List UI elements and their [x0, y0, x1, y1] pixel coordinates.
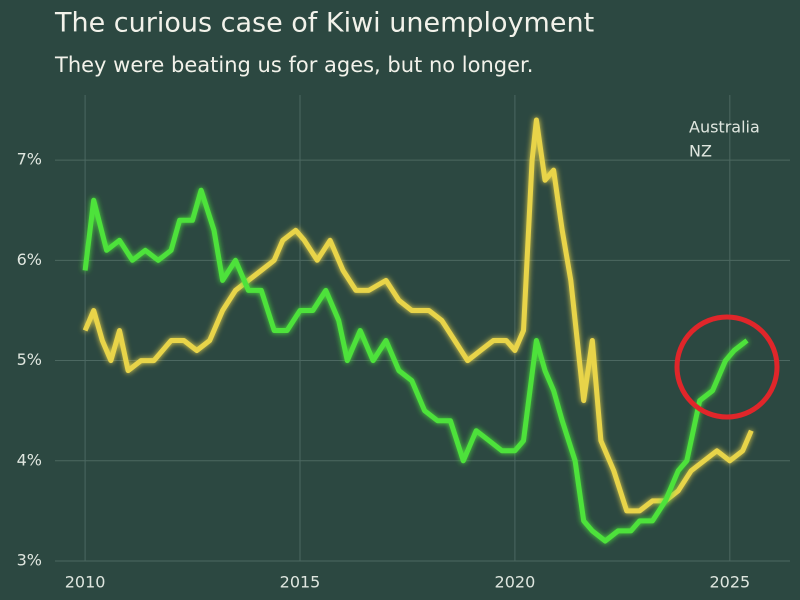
chart-subtitle: They were beating us for ages, but no lo… — [54, 53, 533, 77]
x-tick-label: 2010 — [65, 573, 106, 592]
legend-label: Australia — [689, 118, 760, 137]
chart-title: The curious case of Kiwi unemployment — [54, 8, 594, 39]
plot-area: 3% 4% 5% 6% 7% 2010 2015 2020 2025 Australia NZ — [17, 95, 790, 592]
highlight-circle — [674, 314, 780, 420]
y-tick-label: 3% — [17, 551, 42, 570]
y-tick-label: 5% — [17, 350, 42, 369]
y-tick-label: 6% — [17, 250, 42, 269]
legend-label: NZ — [689, 142, 712, 161]
x-tick-label: 2025 — [709, 573, 750, 592]
data-line — [82, 117, 754, 514]
data-line — [82, 187, 749, 544]
x-tick-label: 2015 — [280, 573, 321, 592]
x-tick-label: 2020 — [495, 573, 536, 592]
y-tick-label: 7% — [17, 150, 42, 169]
y-tick-label: 4% — [17, 450, 42, 469]
